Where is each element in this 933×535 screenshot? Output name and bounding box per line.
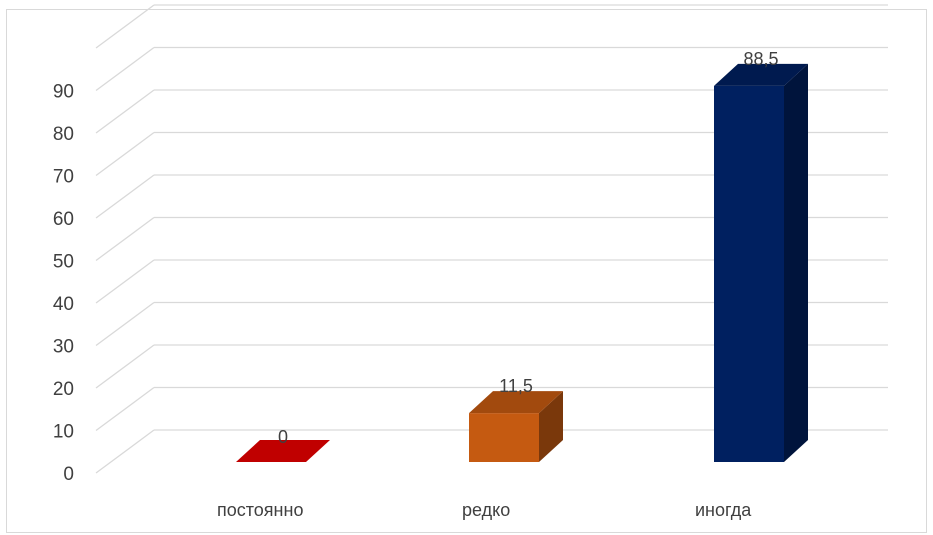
bar-front-face — [714, 85, 784, 462]
x-category-label: иногда — [695, 500, 752, 520]
y-tick-label: 40 — [53, 294, 74, 315]
bar-side-face — [784, 63, 808, 462]
gridline-side — [95, 344, 155, 389]
y-tick-label: 20 — [53, 379, 74, 400]
y-tick-label: 0 — [63, 464, 74, 485]
bar-top-face — [469, 391, 563, 414]
y-tick-label: 30 — [53, 337, 74, 358]
x-category-label: редко — [462, 500, 510, 520]
gridline-side — [95, 216, 155, 262]
bars — [236, 63, 808, 462]
gridline-side — [95, 429, 155, 474]
bar-1 — [236, 440, 330, 462]
data-label: 88,5 — [743, 49, 778, 69]
gridline-side — [95, 89, 155, 134]
gridline-side — [95, 301, 155, 347]
y-axis-ticks: 0 10 20 30 40 50 60 70 80 90 — [53, 82, 74, 486]
gridline-side — [95, 259, 155, 304]
data-labels: 0 11,5 88,5 — [278, 49, 779, 447]
gridline-side — [95, 4, 155, 49]
data-label: 0 — [278, 427, 288, 447]
y-tick-label: 60 — [53, 209, 74, 230]
y-tick-label: 80 — [53, 124, 74, 145]
y-tick-label: 70 — [53, 167, 74, 188]
bar-top-face — [714, 63, 808, 86]
bar-front-face — [469, 413, 539, 462]
y-tick-label: 50 — [53, 252, 74, 273]
bar-side-face — [539, 391, 563, 462]
y-tick-label: 90 — [53, 82, 74, 103]
y-tick-label: 10 — [53, 422, 74, 443]
data-label: 11,5 — [499, 376, 533, 396]
x-axis-categories: постоянно редко иногда — [217, 500, 752, 520]
gridline-side — [95, 174, 155, 219]
bar-3 — [714, 63, 808, 462]
bar-2 — [469, 391, 563, 462]
gridline-side — [95, 131, 155, 177]
bar-top-face — [236, 440, 330, 462]
gridline-side — [95, 46, 155, 92]
gridline-side — [95, 386, 155, 432]
x-category-label: постоянно — [217, 500, 303, 520]
